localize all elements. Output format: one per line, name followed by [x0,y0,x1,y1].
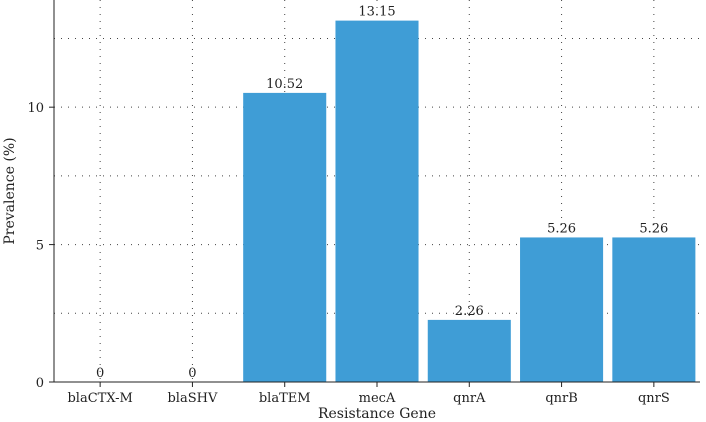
bar-mecA [335,20,419,382]
y-axis-title: Prevalence (%) [2,137,18,244]
data-label-qnrA: 2.26 [455,304,484,319]
x-tick-label-6: qnrS [638,391,670,406]
data-label-qnrB: 5.26 [547,221,576,236]
bar-blaTEM [243,92,327,382]
x-tick-label-2: blaTEM [259,391,311,406]
data-label-blaCTX-M: 0 [96,366,104,381]
x-tick-label-0: blaCTX-M [67,391,132,406]
bar-qnrB [520,237,604,382]
y-tick-label-1: 5 [36,239,44,254]
x-axis-title: Resistance Gene [318,406,436,422]
x-tick-label-3: mecA [359,391,396,406]
bar-qnrA [427,319,511,382]
data-label-mecA: 13.15 [358,5,395,20]
bar-qnrS [612,237,696,382]
y-axis-ticks: 0 5 10 [27,101,54,391]
x-tick-label-4: qnrA [453,391,486,406]
bars [243,20,696,382]
y-tick-label-2: 10 [27,101,44,116]
x-axis-ticks: blaCTX-M blaSHV blaTEM mecA qnrA qnrB qnrS [67,382,670,406]
x-tick-label-1: blaSHV [167,391,217,406]
x-tick-label-5: qnrB [545,391,577,406]
data-labels: 0 0 10.52 13.15 2.26 5.26 5.26 [96,5,668,381]
y-tick-label-0: 0 [36,376,44,391]
data-label-blaSHV: 0 [188,366,196,381]
data-label-qnrS: 5.26 [639,221,668,236]
data-label-blaTEM: 10.52 [266,77,303,92]
